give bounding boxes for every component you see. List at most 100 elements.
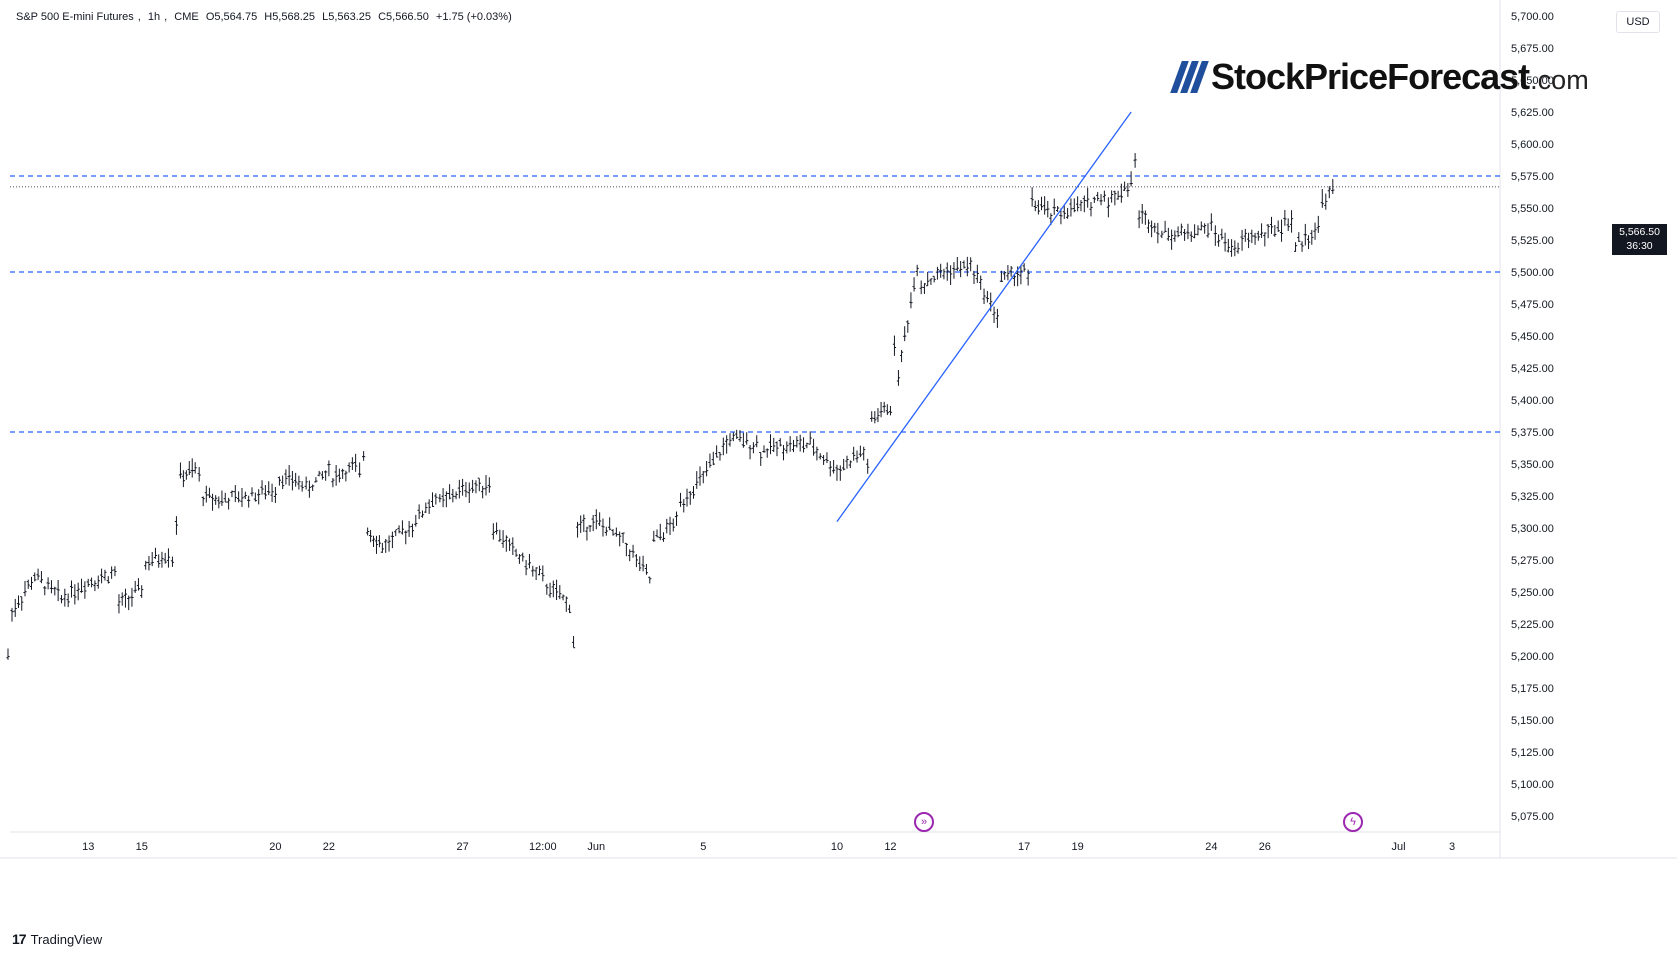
ohlc-bar bbox=[341, 468, 345, 479]
ohlc-bar bbox=[959, 260, 963, 278]
ohlc-bar bbox=[952, 262, 956, 279]
symbol-legend: S&P 500 E-mini Futures, 1h, CME O5,564.7… bbox=[16, 11, 512, 23]
x-tick-label: 5 bbox=[700, 841, 706, 853]
ohlc-bar bbox=[153, 547, 158, 559]
ohlc-bar bbox=[1055, 206, 1060, 212]
ohlc-bar bbox=[1186, 223, 1190, 240]
ohlc-bar bbox=[281, 475, 285, 490]
ohlc-bar bbox=[903, 326, 907, 342]
ohlc-bar bbox=[86, 578, 90, 587]
ohlc-bar bbox=[1069, 198, 1073, 217]
ohlc-bar bbox=[89, 577, 94, 588]
ohlc-bar bbox=[992, 306, 996, 324]
ohlc-bar bbox=[608, 517, 612, 531]
ohlc-bar bbox=[999, 270, 1004, 282]
ohlc-bar bbox=[926, 271, 930, 287]
ohlc-bar bbox=[384, 538, 388, 553]
lightning-icon[interactable]: ϟ bbox=[1343, 812, 1363, 832]
ohlc-bar bbox=[464, 481, 468, 498]
y-tick-label: 5,275.00 bbox=[1511, 555, 1554, 567]
ohlc-bar bbox=[270, 483, 274, 502]
ohlc-bar bbox=[187, 461, 191, 476]
ohlc-bar bbox=[1059, 208, 1063, 225]
ohlc-bar bbox=[668, 516, 672, 536]
ohlc-bar bbox=[106, 576, 110, 584]
ohlc-bar bbox=[1220, 228, 1224, 240]
ohlc-bar bbox=[130, 587, 134, 607]
ohlc-bar bbox=[748, 445, 752, 460]
ohlc-bar bbox=[240, 487, 244, 507]
ohlc-bar bbox=[781, 445, 786, 461]
ohlc-bar bbox=[394, 529, 398, 537]
x-tick-label: 26 bbox=[1259, 841, 1271, 853]
ohlc-bar bbox=[494, 522, 499, 535]
ohlc-bar bbox=[652, 530, 656, 542]
ohlc-bar bbox=[1102, 190, 1106, 202]
ohlc-bar bbox=[1176, 226, 1180, 238]
ohlc-bar bbox=[1089, 202, 1093, 217]
exchange: CME bbox=[174, 11, 199, 23]
forward-arrow-icon[interactable]: » bbox=[914, 812, 934, 832]
ohlc-bar bbox=[932, 275, 936, 283]
ohlc-bar bbox=[76, 582, 80, 601]
ohlc-bar bbox=[13, 598, 17, 617]
ohlc-bar bbox=[1173, 230, 1177, 242]
ohlc-bar bbox=[1331, 178, 1335, 194]
ohlc-bar bbox=[53, 586, 57, 596]
ohlc-bar bbox=[1133, 153, 1137, 168]
ohlc-bar bbox=[390, 531, 394, 549]
y-tick-label: 5,625.00 bbox=[1511, 107, 1554, 119]
ohlc-bar bbox=[250, 487, 254, 497]
y-tick-label: 5,650.00 bbox=[1511, 75, 1554, 87]
ohlc-bar bbox=[912, 277, 916, 292]
ohlc-bar bbox=[1256, 230, 1260, 241]
ohlc-bar bbox=[985, 290, 989, 303]
ohlc-bar bbox=[1189, 231, 1193, 242]
ohlc-bar bbox=[29, 576, 34, 590]
ohlc-bar bbox=[1269, 216, 1274, 234]
ohlc-bar bbox=[1229, 239, 1234, 257]
y-tick-label: 5,350.00 bbox=[1511, 459, 1554, 471]
ohlc-bar bbox=[127, 595, 131, 611]
ohlc-bar bbox=[795, 436, 799, 448]
ohlc-bar bbox=[120, 592, 124, 606]
ohlc-bar bbox=[260, 480, 264, 495]
ohlc-bar bbox=[1320, 188, 1324, 208]
ohlc-bar bbox=[558, 585, 562, 600]
ohlc-bar bbox=[160, 551, 164, 568]
ohlc-bar bbox=[885, 404, 889, 416]
ohlc-bar bbox=[1119, 183, 1123, 203]
ohlc-bar bbox=[1082, 195, 1086, 213]
ohlc-bar bbox=[1259, 223, 1264, 238]
ohlc-bar bbox=[721, 437, 725, 456]
ohlc-bar bbox=[23, 580, 27, 597]
ohlc-bar bbox=[588, 525, 592, 532]
y-tick-label: 5,550.00 bbox=[1511, 203, 1554, 215]
ohlc-bar bbox=[1003, 271, 1007, 280]
ohlc-bar bbox=[832, 460, 836, 474]
ohlc-bar bbox=[962, 260, 966, 269]
ohlc-bar bbox=[471, 479, 475, 493]
ohlc-bar bbox=[1303, 223, 1307, 246]
tradingview-attribution[interactable]: 17 TradingView bbox=[12, 931, 102, 947]
ohlc-bar bbox=[855, 450, 859, 463]
ohlc-bar bbox=[1246, 232, 1251, 249]
y-tick-label: 5,075.00 bbox=[1511, 811, 1554, 823]
ohlc-bar bbox=[33, 572, 37, 582]
ohlc-bar bbox=[170, 556, 175, 567]
ohlc-bar bbox=[317, 470, 321, 477]
ohlc-bar bbox=[585, 526, 589, 541]
y-tick-label: 5,675.00 bbox=[1511, 43, 1554, 55]
ohlc-bar bbox=[227, 497, 231, 510]
ohlc-bar bbox=[441, 488, 445, 508]
ohlc-bar bbox=[1300, 241, 1304, 252]
ohlc-bar bbox=[320, 471, 324, 480]
ohlc-bar bbox=[541, 565, 545, 582]
last-price-tag: 5,566.50 36:30 bbox=[1612, 224, 1667, 255]
ohlc-bar bbox=[174, 516, 179, 535]
currency-button[interactable]: USD bbox=[1616, 11, 1660, 33]
ohlc-bar bbox=[83, 581, 87, 599]
ohlc-bar bbox=[354, 453, 358, 472]
ohlc-bar bbox=[909, 292, 913, 309]
